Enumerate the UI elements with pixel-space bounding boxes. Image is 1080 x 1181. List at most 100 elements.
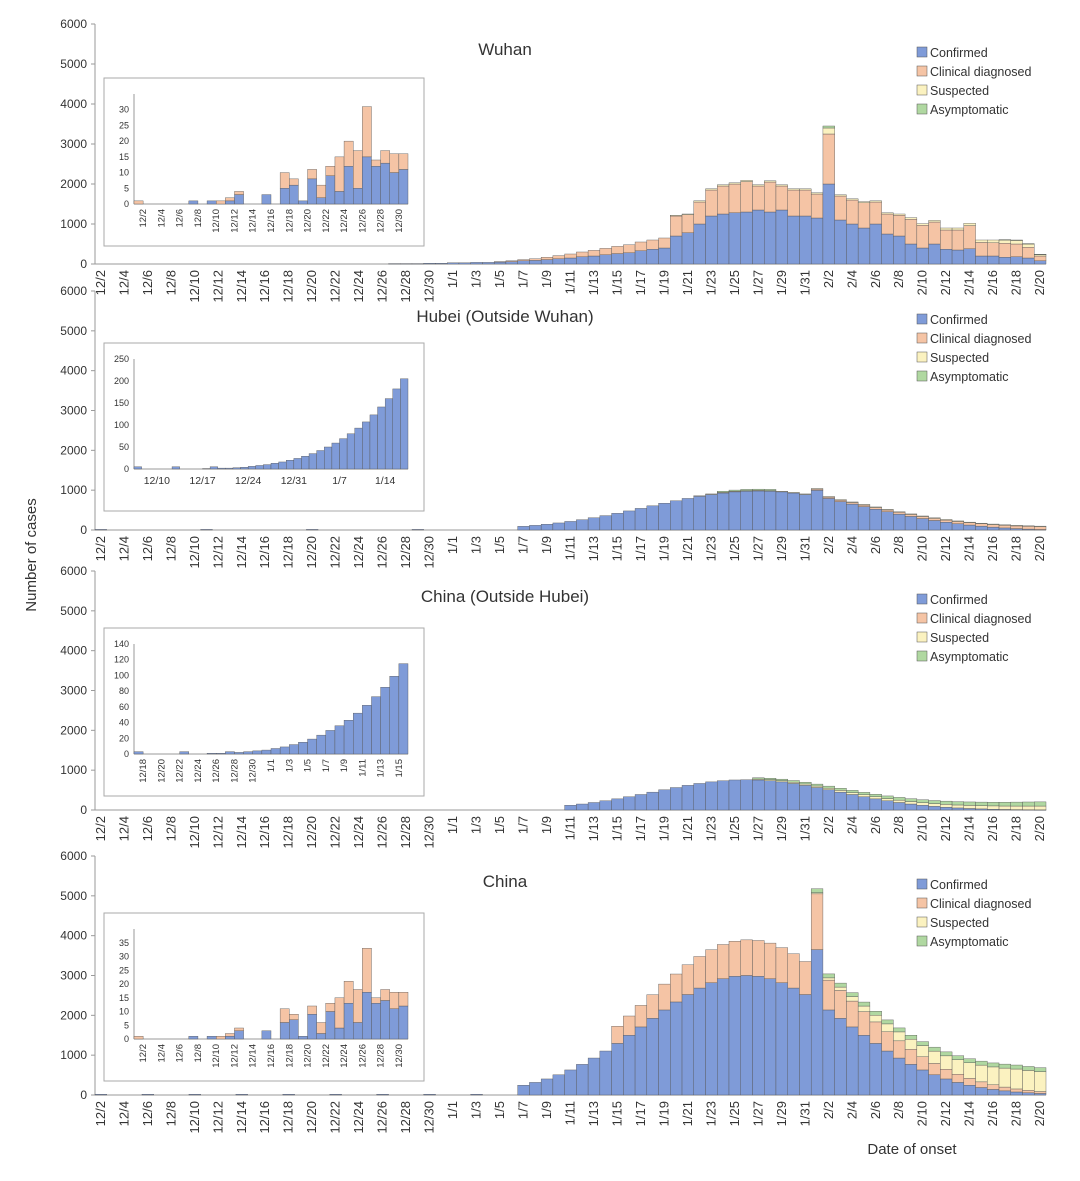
bar-clinical-diagnosed (916, 516, 929, 519)
x-tick-label: 2/14 (962, 816, 977, 841)
inset-bar-confirmed (234, 752, 244, 755)
x-tick-label: 1/5 (492, 536, 507, 554)
x-tick-label: 12/18 (281, 536, 296, 569)
inset-y-tick-label: 20 (119, 979, 129, 989)
inset-x-tick-label: 12/18 (138, 759, 149, 783)
inset-y-tick-label: 0 (124, 199, 129, 209)
bar-confirmed (717, 780, 730, 811)
bar-confirmed (846, 223, 859, 265)
legend-swatch-confirmed (916, 878, 928, 890)
bar-asymptomatic (998, 239, 1011, 241)
bar-confirmed (447, 262, 460, 265)
inset-x-tick-label: 1/14 (375, 475, 396, 487)
bar-confirmed (564, 805, 577, 811)
bar-asymptomatic (881, 795, 894, 799)
inset-x-tick-label: 12/22 (321, 209, 332, 233)
bar-suspected (869, 1015, 882, 1023)
inset-bar-confirmed (188, 1036, 199, 1040)
bar-suspected (810, 785, 824, 788)
bar-confirmed (857, 1035, 871, 1096)
inset-bar-confirmed (286, 460, 295, 470)
legend-swatch-suspected (916, 916, 928, 928)
x-tick-label: 12/10 (187, 270, 202, 303)
bar-confirmed (587, 802, 601, 811)
bar-clinical-diagnosed (857, 1011, 871, 1036)
x-tick-label: 1/5 (492, 270, 507, 288)
bar-clinical-diagnosed (1022, 1090, 1035, 1094)
x-tick-label: 1/11 (563, 816, 578, 840)
inset-bar-confirmed (261, 1030, 272, 1040)
bar-clinical-diagnosed (975, 242, 988, 257)
inset-bar-clinical-diagnosed (316, 1022, 326, 1034)
x-tick-label: 1/3 (469, 536, 484, 554)
x-tick-label: 12/16 (257, 270, 272, 303)
inset-y-tick-label: 20 (119, 136, 129, 146)
inset-y-tick-label: 5 (124, 183, 129, 193)
x-tick-label: 12/8 (163, 1101, 178, 1126)
bar-suspected (951, 804, 965, 809)
bar-asymptomatic (764, 778, 777, 780)
inset-bar-clinical-diagnosed (234, 191, 244, 195)
bar-suspected (987, 805, 1000, 810)
inset-bar-clinical-diagnosed (307, 1005, 317, 1015)
bar-confirmed (1010, 1091, 1023, 1096)
x-tick-label: 1/3 (469, 1101, 484, 1119)
bar-asymptomatic (869, 794, 882, 797)
bar-confirmed (740, 779, 753, 811)
bar-clinical-diagnosed (529, 258, 542, 261)
bar-clinical-diagnosed (881, 509, 894, 512)
bar-confirmed (975, 525, 988, 531)
inset-x-tick-label: 12/12 (229, 1044, 240, 1068)
x-tick-label: 1/21 (680, 536, 695, 561)
inset-y-tick-label: 25 (119, 965, 129, 975)
bar-confirmed (822, 498, 835, 531)
x-tick-label: 12/18 (281, 816, 296, 849)
bar-clinical-diagnosed (1010, 525, 1023, 529)
x-tick-label: 1/1 (445, 536, 460, 554)
inset-x-tick-label: 12/18 (284, 209, 295, 233)
bar-confirmed (1022, 257, 1035, 265)
bar-suspected (834, 790, 847, 793)
inset-bar-confirmed (400, 378, 409, 470)
bar-suspected (998, 524, 1011, 526)
x-tick-label: 1/7 (516, 536, 531, 554)
inset-bar-confirmed (389, 676, 400, 755)
y-tick-label: 1000 (60, 1048, 87, 1062)
bar-confirmed (963, 524, 976, 531)
inset-bar-confirmed (232, 467, 241, 470)
inset-bar-clinical-diagnosed (133, 200, 144, 205)
inset-bar-confirmed (261, 749, 272, 755)
bar-confirmed (998, 257, 1011, 265)
x-tick-label: 12/24 (351, 270, 366, 303)
legend-swatch-confirmed (916, 46, 928, 58)
bar-confirmed (611, 253, 624, 265)
x-tick-label: 12/12 (210, 1101, 225, 1134)
x-tick-label: 12/6 (140, 270, 155, 295)
bar-suspected (975, 805, 988, 810)
y-tick-label: 3000 (60, 684, 87, 698)
x-tick-label: 12/20 (304, 270, 319, 303)
bar-confirmed (94, 529, 107, 531)
x-tick-label: 12/16 (257, 1101, 272, 1134)
inset-bar-clinical-diagnosed (215, 200, 226, 205)
inset-y-tick-label: 20 (119, 733, 129, 743)
bar-confirmed (670, 235, 683, 265)
x-tick-label: 12/22 (328, 536, 343, 569)
bar-suspected (904, 513, 918, 515)
bar-confirmed (634, 794, 648, 811)
inset-chart: 0 20 40 60 80 100 120 140 12/18 12/20 12/22 12/24 12… (103, 627, 425, 797)
x-tick-label: 12/16 (257, 536, 272, 569)
x-tick-label: 12/22 (328, 270, 343, 303)
x-tick-label: 2/12 (938, 816, 953, 841)
x-tick-label: 1/29 (774, 536, 789, 561)
bar-asymptomatic (810, 888, 824, 893)
x-tick-label: 12/14 (234, 270, 249, 303)
inset-bar-confirmed (354, 427, 363, 470)
bar-clinical-diagnosed (810, 893, 824, 950)
panel-title: Wuhan (478, 40, 532, 59)
x-tick-label: 1/17 (633, 270, 648, 295)
bar-confirmed (987, 526, 1000, 531)
bar-confirmed (916, 247, 929, 265)
bar-confirmed (470, 262, 483, 265)
bar-clinical-diagnosed (740, 181, 753, 213)
